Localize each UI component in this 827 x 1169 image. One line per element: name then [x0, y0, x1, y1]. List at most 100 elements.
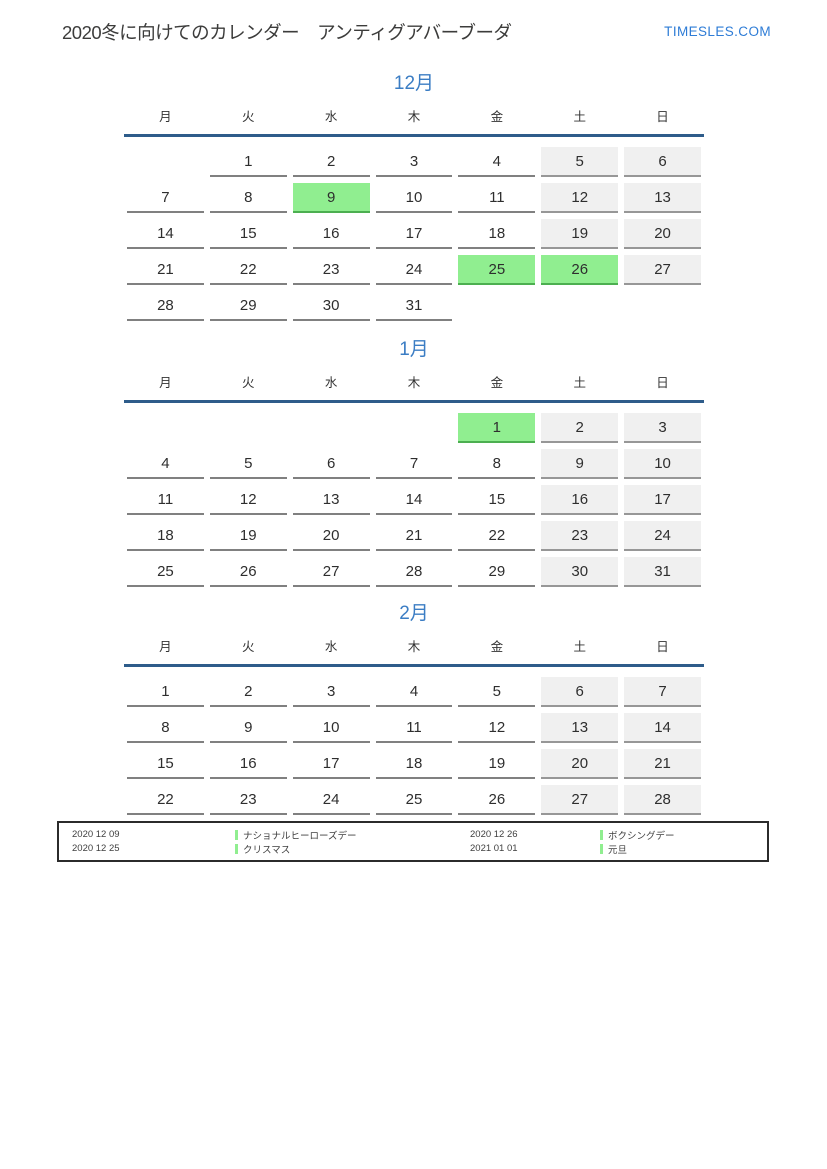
empty-cell — [376, 413, 453, 441]
weekday-label: 木 — [407, 376, 421, 390]
day-cell: 6 — [292, 449, 370, 479]
day-cell-weekend: 28 — [624, 785, 701, 815]
day-cell-holiday: 26 — [541, 255, 619, 285]
day-cell: 11 — [458, 183, 536, 213]
day-cell: 10 — [375, 183, 453, 213]
day-cell: 8 — [127, 713, 204, 743]
weekday-header-row: 月火水木金土日 — [124, 375, 704, 403]
empty-cell — [210, 413, 287, 441]
day-cell: 7 — [127, 183, 204, 213]
weekday-label: 土 — [573, 640, 586, 654]
day-cell-weekend: 31 — [624, 557, 701, 587]
day-cell: 28 — [127, 291, 204, 321]
week-row: 11 12 13 14 15 16 17 — [124, 485, 704, 515]
day-cell-weekend: 20 — [624, 219, 701, 249]
legend-column: 2020 12 26 ボクシングデー 2021 01 01 元旦 — [470, 828, 767, 856]
day-cell: 22 — [127, 785, 204, 815]
weeks-grid: 1 2 3 4 5 6 7 8 9 10 11 12 13 14 15 16 17 18 19 20 21 22 23 24 2… — [124, 667, 704, 815]
day-cell: 27 — [292, 557, 370, 587]
day-cell: 2 — [292, 147, 370, 177]
day-cell-weekend: 27 — [624, 255, 701, 285]
site-link[interactable]: TIMESLES.COM — [664, 24, 771, 39]
day-cell-holiday: 9 — [292, 183, 370, 213]
empty-cell — [458, 291, 535, 319]
day-cell: 11 — [127, 485, 204, 515]
weekday-label: 月 — [159, 376, 172, 390]
legend-entry: 2020 12 25 クリスマス — [72, 842, 470, 856]
day-cell: 15 — [127, 749, 204, 779]
weeks-grid: 1 2 3 4 5 6 7 8 9 10 11 12 13 14 15 16 17 18 19 20 21 22 23 24 2… — [124, 403, 704, 587]
legend-entry: 2020 12 26 ボクシングデー — [470, 828, 767, 842]
weekday-label: 金 — [490, 640, 504, 654]
weekday-label: 火 — [242, 376, 255, 390]
day-cell-weekend: 17 — [624, 485, 701, 515]
holiday-color-bar — [600, 829, 603, 840]
day-cell: 21 — [375, 521, 453, 551]
week-row: 8 9 10 11 12 13 14 — [124, 713, 704, 743]
day-cell-weekend: 9 — [541, 449, 619, 479]
day-cell: 12 — [458, 713, 536, 743]
day-cell-weekend: 30 — [541, 557, 619, 587]
holiday-color-bar — [235, 829, 238, 840]
day-cell-weekend: 23 — [541, 521, 619, 551]
day-cell-weekend: 19 — [541, 219, 619, 249]
day-cell: 4 — [127, 449, 204, 479]
day-cell-weekend: 13 — [541, 713, 619, 743]
day-cell: 17 — [375, 219, 453, 249]
day-cell-weekend: 6 — [624, 147, 701, 177]
day-cell-weekend: 14 — [624, 713, 701, 743]
day-cell: 19 — [458, 749, 536, 779]
weekday-label: 金 — [490, 110, 504, 124]
day-cell: 16 — [209, 749, 287, 779]
day-cell: 18 — [458, 219, 536, 249]
day-cell: 13 — [292, 485, 370, 515]
day-cell: 15 — [458, 485, 536, 515]
day-cell: 25 — [127, 557, 204, 587]
day-cell: 3 — [292, 677, 370, 707]
day-cell: 29 — [458, 557, 536, 587]
day-cell-weekend: 27 — [541, 785, 619, 815]
day-cell-weekend: 7 — [624, 677, 701, 707]
day-cell-weekend: 20 — [541, 749, 619, 779]
legend-date: 2020 12 25 — [72, 843, 120, 854]
day-cell: 22 — [209, 255, 287, 285]
day-cell: 1 — [209, 147, 287, 177]
week-row: 22 23 24 25 26 27 28 — [124, 785, 704, 815]
day-cell: 9 — [209, 713, 287, 743]
weekday-label: 日 — [656, 110, 669, 124]
week-row: 4 5 6 7 8 9 10 — [124, 449, 704, 479]
weekday-label: 日 — [656, 376, 669, 390]
day-cell: 29 — [209, 291, 287, 321]
day-cell: 16 — [292, 219, 370, 249]
empty-cell — [127, 413, 204, 441]
day-cell: 23 — [209, 785, 287, 815]
week-row: 21 22 23 24 25 26 27 — [124, 255, 704, 285]
weekday-label: 月 — [159, 110, 172, 124]
day-cell-holiday: 25 — [458, 255, 536, 285]
weekday-label: 水 — [324, 110, 338, 124]
legend-holiday-name: 元旦 — [608, 844, 628, 856]
week-row: 18 19 20 21 22 23 24 — [124, 521, 704, 551]
month-section: 12月月火水木金土日 1 2 3 4 5 6 7 8 9 10 11 12 13 14 15 16 17 18 19 2… — [124, 73, 704, 321]
day-cell-weekend: 3 — [624, 413, 701, 443]
day-cell: 7 — [375, 449, 453, 479]
day-cell-weekend: 5 — [541, 147, 619, 177]
day-cell: 21 — [127, 255, 204, 285]
day-cell: 17 — [292, 749, 370, 779]
day-cell: 11 — [375, 713, 453, 743]
day-cell: 14 — [127, 219, 204, 249]
day-cell: 10 — [292, 713, 370, 743]
weekday-label: 金 — [490, 376, 504, 390]
day-cell: 26 — [458, 785, 536, 815]
weekday-label: 木 — [407, 110, 421, 124]
day-cell: 25 — [375, 785, 453, 815]
holiday-color-bar — [600, 843, 603, 854]
day-cell: 20 — [292, 521, 370, 551]
legend-holiday-name: ナショナルヒーローズデー — [243, 830, 357, 842]
weekday-label: 土 — [573, 110, 586, 124]
day-cell: 5 — [209, 449, 287, 479]
day-cell-weekend: 13 — [624, 183, 701, 213]
weekday-label: 木 — [407, 640, 421, 654]
